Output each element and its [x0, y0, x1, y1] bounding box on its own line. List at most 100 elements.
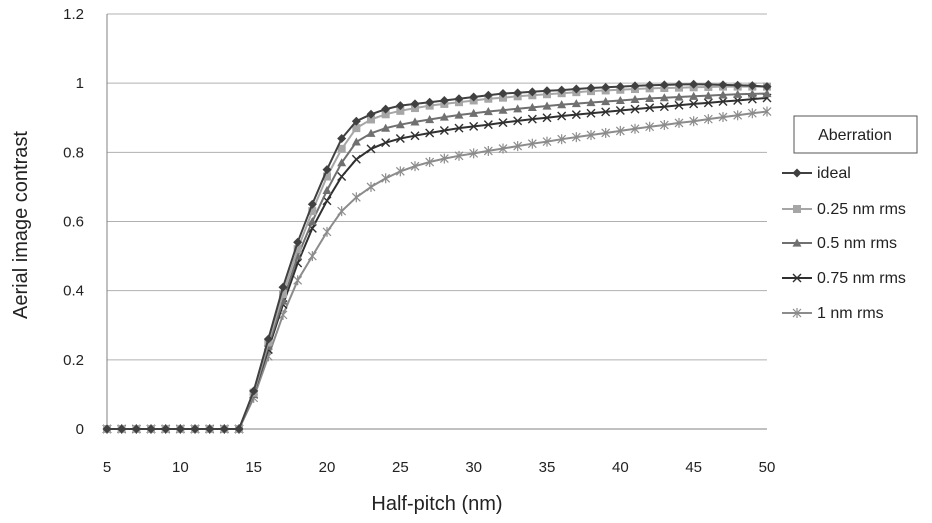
data-point [718, 97, 728, 106]
y-tick-label: 0.6 [63, 214, 84, 231]
data-point [381, 173, 391, 184]
data-point [674, 117, 684, 128]
data-point [425, 157, 435, 168]
marker-stroke [557, 111, 567, 121]
marker-stroke [425, 128, 435, 138]
data-point [439, 95, 449, 105]
x-tick-label: 20 [319, 459, 336, 476]
data-point [337, 144, 346, 153]
data-point [483, 90, 493, 100]
data-point [571, 110, 581, 120]
marker-stroke [337, 172, 347, 182]
data-point [542, 113, 552, 123]
legend-item: 0.25 nm rms [782, 201, 906, 218]
data-point [689, 99, 699, 109]
marker-stroke [454, 123, 464, 133]
y-tick-label: 0 [76, 421, 84, 438]
data-point [513, 141, 523, 152]
data-point [352, 124, 361, 133]
legend-items: ideal 0.25 nm rms 0.5 nm rms 0.75 nm rms 1 n… [782, 165, 906, 322]
data-point [498, 118, 508, 128]
marker-stroke [439, 126, 449, 136]
data-point [483, 145, 493, 156]
data-point [483, 107, 493, 116]
series-line [107, 83, 768, 430]
marker-stroke [542, 113, 552, 123]
legend: Aberration ideal 0.25 nm rms 0.5 nm rms 0.7… [782, 115, 918, 322]
data-point [586, 130, 596, 141]
data-point [645, 80, 655, 90]
marker-stroke [630, 104, 640, 114]
data-point [571, 99, 581, 108]
data-point [190, 424, 200, 434]
data-point [527, 138, 537, 149]
data-point [586, 98, 596, 107]
x-tick-label: 40 [612, 459, 629, 476]
series-0 [102, 79, 772, 434]
series-line [107, 110, 768, 430]
data-point [337, 158, 347, 167]
data-point [469, 92, 479, 102]
data-point [615, 82, 625, 92]
marker-stroke [469, 121, 479, 131]
marker-stroke [381, 138, 391, 148]
data-point [747, 108, 757, 119]
data-point [571, 132, 581, 143]
data-point [351, 154, 361, 164]
legend-title-box [793, 115, 918, 154]
data-point [469, 108, 479, 117]
legend-item: 0.5 nm rms [782, 235, 897, 252]
marker-stroke [322, 196, 332, 206]
data-point [381, 123, 391, 132]
x-axis-ticks: 5 10 15 20 25 30 35 40 45 50 [103, 459, 776, 476]
legend-marker [792, 238, 802, 247]
marker-stroke [601, 107, 611, 117]
data-point [322, 226, 332, 237]
data-point [527, 102, 537, 111]
data-point [293, 245, 302, 254]
data-point [586, 83, 596, 93]
data-point [703, 114, 713, 125]
data-point [249, 386, 259, 396]
data-point [439, 112, 449, 121]
series-3 [102, 93, 772, 434]
data-point [674, 92, 684, 101]
legend-label: 1 nm rms [817, 305, 884, 322]
data-point [542, 101, 552, 110]
marker-stroke [703, 98, 713, 108]
data-point [469, 148, 479, 159]
data-point [381, 104, 391, 114]
x-tick-label: 25 [392, 459, 409, 476]
data-point [425, 114, 435, 124]
legend-marker [792, 308, 802, 318]
data-point [703, 91, 713, 100]
data-point [557, 100, 567, 109]
marker-stroke [395, 134, 405, 143]
legend-label: ideal [817, 165, 851, 182]
data-point [601, 127, 611, 138]
data-point [425, 128, 435, 138]
data-point [337, 134, 347, 143]
data-point [601, 82, 611, 92]
data-point [630, 81, 640, 91]
marker-stroke [527, 114, 537, 124]
data-point [747, 89, 757, 98]
legend-label: 0.5 nm rms [817, 235, 897, 252]
x-tick-label: 50 [759, 459, 776, 476]
data-point [483, 120, 493, 130]
data-point [366, 128, 376, 137]
data-point [454, 110, 464, 119]
data-point [601, 96, 611, 106]
marker-stroke [718, 97, 728, 106]
legend-marker [793, 205, 801, 213]
series-layer [102, 79, 772, 434]
marker-stroke [571, 110, 581, 120]
legend-label: 0.25 nm rms [817, 201, 906, 218]
data-point [513, 104, 523, 113]
data-point [366, 144, 376, 154]
series-1 [103, 82, 771, 433]
data-point [395, 101, 405, 111]
data-point [571, 84, 581, 94]
data-point [279, 290, 287, 299]
